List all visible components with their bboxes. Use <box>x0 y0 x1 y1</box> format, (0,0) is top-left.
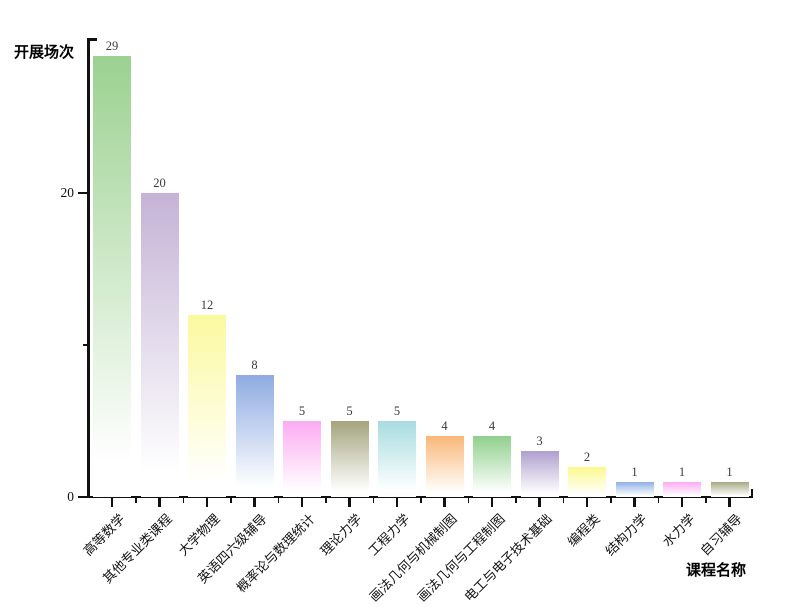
y-minor-tick <box>83 344 88 346</box>
bar-7 <box>425 436 464 497</box>
x-minor-tick <box>420 498 422 503</box>
x-major-tick <box>680 498 684 507</box>
y-axis-top-cap <box>87 38 97 41</box>
y-major-tick <box>78 191 88 195</box>
bar-value-label: 2 <box>583 449 591 464</box>
x-tick-label: 理论力学 <box>317 511 366 559</box>
x-major-tick <box>253 498 256 507</box>
x-major-tick <box>395 498 399 507</box>
bar-11 <box>615 481 654 497</box>
x-axis-title: 课程名称 <box>686 563 747 579</box>
x-minor-tick <box>657 498 659 503</box>
bar-value-label: 5 <box>393 404 401 418</box>
bar-value-label: 29 <box>105 39 119 54</box>
y-axis-line <box>87 38 90 498</box>
x-minor-tick <box>325 498 327 503</box>
x-major-tick <box>110 498 114 507</box>
x-minor-tick <box>515 498 517 503</box>
y-axis-title: 开展场次 <box>14 45 75 61</box>
bar-value-label: 12 <box>200 297 214 312</box>
bar-value-label: 3 <box>536 434 543 449</box>
x-minor-tick <box>230 498 232 503</box>
x-major-tick <box>538 498 541 507</box>
bar-10 <box>568 466 606 497</box>
bar-0 <box>93 56 131 497</box>
bar-value-label: 4 <box>441 419 448 434</box>
x-minor-tick <box>182 498 184 503</box>
bar-value-label: 8 <box>251 358 258 373</box>
bar-9 <box>520 451 559 497</box>
bar-value-label: 1 <box>631 464 638 479</box>
x-tick-label: 电工与电子技术基础 <box>461 511 556 605</box>
x-major-tick <box>490 498 494 507</box>
x-major-tick <box>348 498 351 507</box>
bar-5 <box>330 421 369 497</box>
x-major-tick <box>158 498 161 507</box>
bar-1 <box>140 193 179 497</box>
y-tick-label: 20 <box>60 185 75 200</box>
bar-12 <box>663 481 701 497</box>
y-major-tick <box>78 495 88 499</box>
bar-3 <box>235 375 274 497</box>
x-major-tick <box>728 498 731 507</box>
x-minor-tick <box>562 498 564 503</box>
x-tick-label: 结构力学 <box>602 511 651 559</box>
x-minor-tick <box>277 498 279 503</box>
x-axis-end-cap <box>750 489 753 498</box>
x-minor-tick <box>467 498 469 503</box>
x-tick-label: 水力学 <box>659 511 698 550</box>
bar-value-label: 5 <box>346 404 353 418</box>
x-tick-label: 自习辅导 <box>697 511 746 559</box>
x-major-tick <box>585 498 589 507</box>
x-tick-label: 编程类 <box>564 511 603 550</box>
bar-value-label: 1 <box>726 464 733 479</box>
x-major-tick <box>205 498 209 507</box>
bar-value-label: 4 <box>488 419 496 434</box>
x-major-tick <box>300 498 304 507</box>
bar-value-label: 20 <box>153 176 166 190</box>
y-tick-label: 0 <box>67 489 74 504</box>
bar-2 <box>188 314 226 497</box>
bar-13 <box>710 481 749 497</box>
bar-6 <box>378 421 416 497</box>
bar-8 <box>473 436 511 497</box>
x-minor-tick <box>372 498 374 503</box>
x-major-tick <box>633 498 636 507</box>
x-minor-tick <box>135 498 137 503</box>
x-minor-tick <box>610 498 612 503</box>
bar-4 <box>283 421 321 497</box>
bar-value-label: 5 <box>298 404 306 418</box>
bar-value-label: 1 <box>678 464 686 479</box>
x-major-tick <box>443 498 446 507</box>
x-minor-tick <box>705 498 707 503</box>
